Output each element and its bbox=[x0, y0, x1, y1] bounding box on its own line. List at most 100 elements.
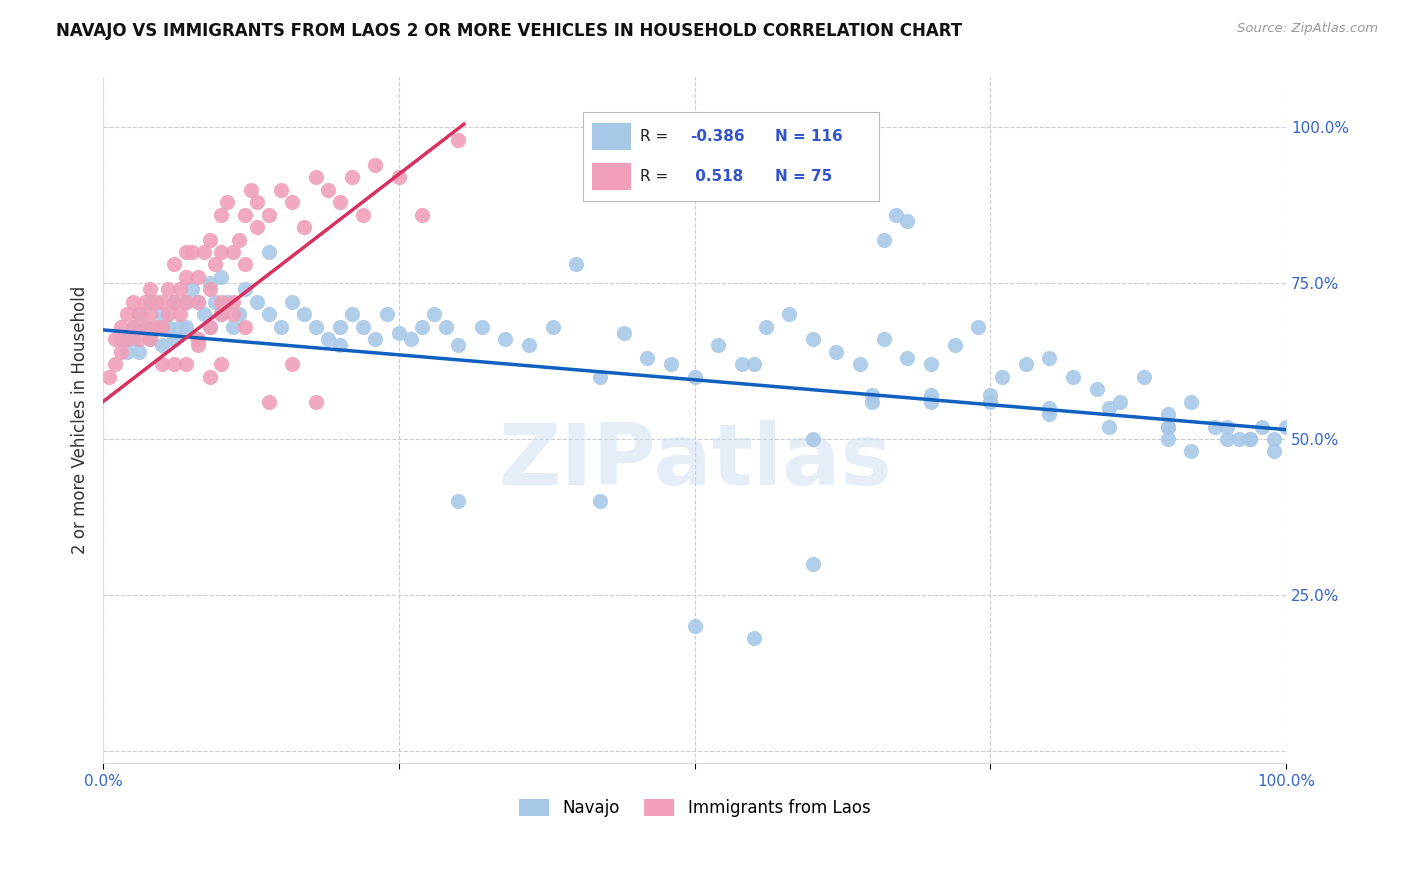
Point bbox=[778, 307, 800, 321]
Point bbox=[281, 195, 304, 210]
Point bbox=[204, 294, 226, 309]
Point bbox=[434, 319, 457, 334]
Point bbox=[169, 307, 191, 321]
Point bbox=[150, 294, 173, 309]
Point bbox=[198, 369, 221, 384]
Point bbox=[145, 294, 167, 309]
Point bbox=[169, 319, 191, 334]
Point bbox=[991, 369, 1014, 384]
Point bbox=[193, 244, 215, 259]
Point bbox=[1180, 394, 1202, 409]
Point bbox=[1038, 401, 1060, 415]
Point bbox=[860, 388, 883, 402]
Point bbox=[150, 319, 173, 334]
Bar bbox=[592, 163, 631, 190]
Point bbox=[589, 494, 612, 508]
Point bbox=[187, 332, 209, 346]
Point bbox=[257, 208, 280, 222]
Point bbox=[163, 357, 186, 371]
Point bbox=[1263, 432, 1285, 446]
Point bbox=[292, 220, 315, 235]
Point bbox=[110, 319, 132, 334]
Point bbox=[246, 294, 269, 309]
Point bbox=[104, 332, 127, 346]
Point bbox=[742, 357, 765, 371]
Point bbox=[217, 294, 239, 309]
Point bbox=[209, 357, 232, 371]
Point bbox=[447, 494, 470, 508]
Point bbox=[110, 344, 132, 359]
Point bbox=[169, 282, 191, 296]
Point bbox=[222, 319, 245, 334]
Point bbox=[121, 332, 143, 346]
Point bbox=[139, 332, 162, 346]
Point bbox=[1097, 401, 1119, 415]
Point bbox=[340, 307, 363, 321]
Point bbox=[270, 183, 292, 197]
Point bbox=[209, 294, 232, 309]
Point bbox=[209, 307, 232, 321]
Point bbox=[613, 326, 636, 340]
Point bbox=[174, 319, 197, 334]
Point bbox=[198, 319, 221, 334]
Point bbox=[198, 276, 221, 290]
Point bbox=[198, 319, 221, 334]
Point bbox=[115, 344, 138, 359]
Point bbox=[233, 282, 256, 296]
Point bbox=[157, 307, 180, 321]
Point bbox=[134, 319, 156, 334]
Point bbox=[329, 319, 352, 334]
Point bbox=[134, 294, 156, 309]
Point bbox=[174, 294, 197, 309]
Point bbox=[128, 307, 150, 321]
Point bbox=[174, 294, 197, 309]
Point bbox=[145, 319, 167, 334]
Point bbox=[1263, 444, 1285, 458]
Point bbox=[1216, 432, 1239, 446]
Point bbox=[139, 294, 162, 309]
Point bbox=[180, 244, 202, 259]
Point bbox=[121, 294, 143, 309]
Point bbox=[104, 357, 127, 371]
Point bbox=[884, 208, 907, 222]
Point bbox=[1216, 419, 1239, 434]
Point bbox=[174, 244, 197, 259]
Point bbox=[187, 269, 209, 284]
Point bbox=[1204, 419, 1226, 434]
Point bbox=[128, 332, 150, 346]
Point bbox=[494, 332, 516, 346]
Point bbox=[98, 369, 121, 384]
Point bbox=[305, 394, 328, 409]
Point bbox=[873, 332, 896, 346]
Point bbox=[121, 319, 143, 334]
Point bbox=[157, 282, 180, 296]
Point bbox=[920, 357, 942, 371]
Point bbox=[388, 326, 411, 340]
Legend: Navajo, Immigrants from Laos: Navajo, Immigrants from Laos bbox=[512, 792, 877, 823]
Point bbox=[801, 432, 824, 446]
Point bbox=[187, 338, 209, 352]
Point bbox=[228, 233, 250, 247]
Point bbox=[825, 344, 848, 359]
Point bbox=[659, 357, 682, 371]
Point bbox=[1156, 419, 1178, 434]
Point bbox=[1062, 369, 1084, 384]
Point bbox=[305, 170, 328, 185]
Text: N = 116: N = 116 bbox=[776, 129, 844, 144]
Point bbox=[1085, 382, 1108, 396]
Point bbox=[257, 244, 280, 259]
Point bbox=[150, 338, 173, 352]
Text: NAVAJO VS IMMIGRANTS FROM LAOS 2 OR MORE VEHICLES IN HOUSEHOLD CORRELATION CHART: NAVAJO VS IMMIGRANTS FROM LAOS 2 OR MORE… bbox=[56, 22, 962, 40]
Point bbox=[731, 357, 754, 371]
Point bbox=[1156, 419, 1178, 434]
Point bbox=[967, 319, 990, 334]
Point bbox=[1227, 432, 1250, 446]
Point bbox=[187, 294, 209, 309]
Point bbox=[896, 351, 918, 365]
Point bbox=[209, 269, 232, 284]
Point bbox=[754, 319, 776, 334]
Point bbox=[187, 294, 209, 309]
Point bbox=[1133, 369, 1156, 384]
Point bbox=[979, 388, 1001, 402]
Point bbox=[174, 269, 197, 284]
